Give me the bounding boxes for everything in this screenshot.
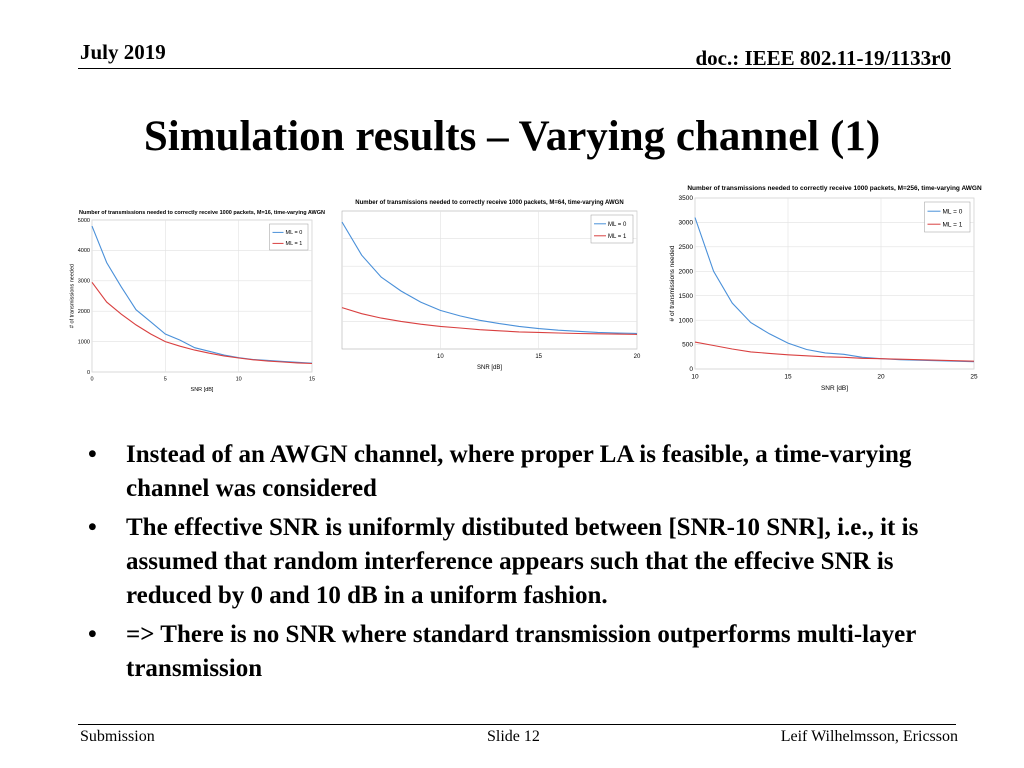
chart-title: Number of transmissions needed to correc…	[355, 200, 623, 206]
x-axis-label: SNR [dB]	[477, 365, 502, 371]
legend-label: ML = 0	[608, 222, 627, 228]
x-tick-label: 0	[90, 377, 93, 383]
bullet-item: • => There is no SNR where standard tran…	[86, 618, 966, 686]
y-tick-label: 3500	[679, 195, 694, 202]
plot-area	[341, 210, 638, 350]
chart-m16: Number of transmissions needed to correc…	[70, 210, 325, 393]
x-tick-label: 10	[236, 377, 242, 383]
legend-box	[924, 201, 971, 233]
x-axis-label: SNR [dB]	[821, 385, 848, 392]
chart-m256: Number of transmissions needed to correc…	[669, 185, 982, 392]
y-tick-label: 1000	[78, 339, 90, 345]
x-axis-label: SNR [dB]	[191, 387, 214, 393]
y-tick-label: 2500	[679, 244, 694, 251]
x-tick-label: 10	[437, 354, 444, 360]
legend-box	[269, 223, 309, 251]
bullet-text: => There is no SNR where standard transm…	[126, 621, 916, 682]
header-doc-id: doc.: IEEE 802.11-19/1133r0	[695, 46, 951, 70]
y-tick-label: 1500	[679, 293, 694, 300]
x-tick-label: 15	[309, 377, 315, 383]
y-tick-label: 0	[689, 366, 693, 373]
bullet-marker: •	[88, 514, 97, 541]
header-date: July 2019	[80, 40, 166, 64]
x-tick-label: 25	[970, 374, 978, 381]
chart-m64: Number of transmissions needed to correc…	[341, 200, 641, 371]
y-tick-label: 3000	[679, 220, 694, 227]
x-tick-label: 20	[877, 374, 885, 381]
x-tick-label: 10	[691, 374, 699, 381]
legend-label: ML = 1	[943, 221, 963, 228]
y-tick-label: 4000	[78, 248, 90, 254]
bullet-marker: •	[88, 441, 97, 468]
x-tick-label: 15	[535, 354, 542, 360]
footer-author: Leif Wilhelmsson, Ericsson	[780, 728, 958, 745]
legend-label: ML = 1	[608, 234, 627, 240]
slide-title: Simulation results – Varying channel (1)	[143, 113, 881, 160]
bullet-list: • Instead of an AWGN channel, where prop…	[86, 438, 966, 691]
y-axis-label: # of transmissions needed	[669, 245, 676, 321]
header-rule	[78, 68, 951, 69]
footer-rule	[78, 724, 956, 725]
series-line	[694, 341, 975, 362]
bullet-item: • Instead of an AWGN channel, where prop…	[86, 438, 966, 506]
chart-title: Number of transmissions needed to correc…	[79, 210, 325, 216]
legend-box	[590, 214, 634, 244]
y-tick-label: 3000	[78, 279, 90, 285]
footer-slide-number: Slide 12	[487, 728, 540, 745]
chart-title: Number of transmissions needed to correc…	[687, 185, 982, 192]
bullet-text: Instead of an AWGN channel, where proper…	[126, 441, 912, 502]
series-line	[91, 281, 313, 365]
footer-submission: Submission	[80, 728, 155, 745]
series-line	[91, 225, 313, 364]
series-line	[341, 221, 638, 335]
y-tick-label: 2000	[78, 309, 90, 315]
y-tick-label: 2000	[679, 268, 694, 275]
y-tick-label: 5000	[78, 218, 90, 224]
x-tick-label: 15	[784, 374, 792, 381]
legend-label: ML = 1	[286, 241, 303, 247]
bullet-marker: •	[88, 621, 97, 648]
bullet-text: The effective SNR is uniformly distibute…	[126, 514, 919, 609]
x-tick-label: 20	[634, 354, 641, 360]
legend-label: ML = 0	[943, 208, 963, 215]
legend-label: ML = 0	[286, 230, 303, 236]
series-line	[341, 307, 638, 335]
y-axis-label: # of transmissions needed	[70, 264, 76, 328]
bullet-item: • The effective SNR is uniformly distibu…	[86, 511, 966, 613]
x-tick-label: 5	[164, 377, 167, 383]
y-tick-label: 0	[87, 370, 90, 376]
y-tick-label: 500	[682, 342, 693, 349]
y-tick-label: 1000	[679, 317, 694, 324]
